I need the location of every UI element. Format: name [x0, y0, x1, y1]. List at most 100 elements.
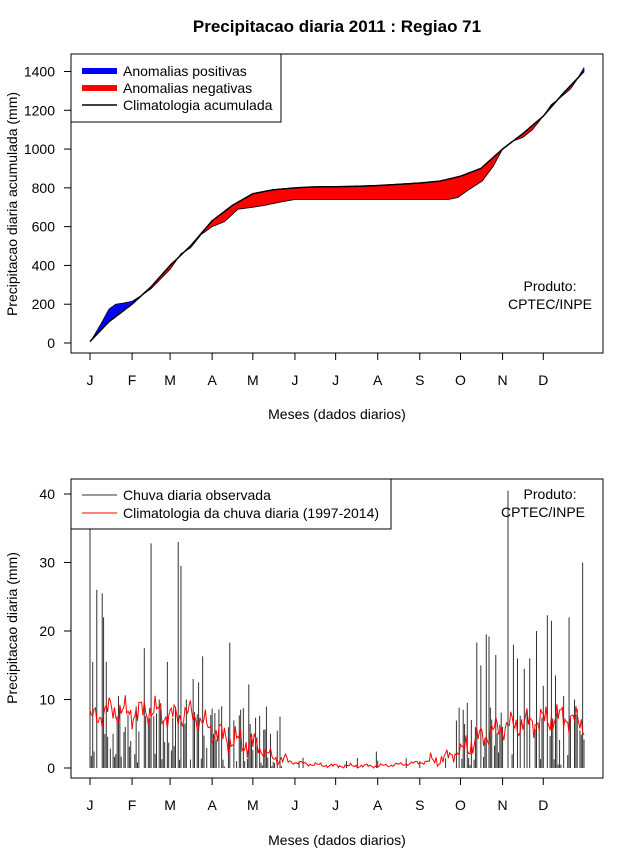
- climatology-cumulative-line: [89, 70, 585, 342]
- negative-anomaly-segment: [411, 183, 414, 200]
- negative-anomaly-segment: [456, 176, 459, 198]
- negative-anomaly-segment: [415, 183, 418, 200]
- negative-anomaly-segment: [379, 185, 381, 200]
- chart-title: Precipitacao diaria 2011 : Regiao 71: [193, 17, 481, 36]
- negative-anomaly-segment: [220, 213, 223, 224]
- negative-anomaly-segment: [251, 193, 254, 208]
- cumulative-precipitation-chart: 0 200 400 600 800 1000 1200 1400 J F M A M J J A S O N D M…: [4, 53, 604, 422]
- negative-anomaly-segment: [313, 186, 316, 200]
- negative-anomaly-segment: [301, 187, 304, 200]
- positive-anomaly-segment: [111, 306, 114, 320]
- y-tick-label: 1000: [24, 141, 55, 157]
- negative-anomaly-segment: [349, 186, 351, 200]
- negative-anomaly-segment: [452, 177, 455, 199]
- negative-anomaly-segment: [232, 204, 235, 215]
- positive-anomaly-segment: [110, 307, 113, 321]
- negative-anomaly-segment: [224, 210, 227, 222]
- x-tick-label: M: [164, 372, 176, 388]
- x-tick-label: S: [415, 797, 424, 813]
- x-tick-label: N: [498, 372, 508, 388]
- y-axis-label: Precipitacao diaria (mm): [4, 552, 20, 704]
- negative-anomaly-segment: [368, 185, 370, 200]
- negative-anomaly-segment: [278, 189, 281, 203]
- negative-anomaly-segment: [423, 182, 426, 200]
- negative-anomaly-segment: [236, 202, 239, 211]
- negative-anomaly-segment: [351, 186, 354, 200]
- negative-anomaly-segment: [282, 188, 285, 202]
- y-tick-label: 200: [32, 296, 56, 312]
- negative-anomaly-segment: [470, 172, 472, 189]
- legend-label-observed: Chuva diaria observada: [123, 487, 271, 503]
- negative-anomaly-segment: [237, 201, 240, 210]
- negative-anomaly-segment: [331, 186, 334, 200]
- product-source: CPTEC/INPE: [501, 504, 585, 520]
- negative-anomaly-segment: [370, 185, 373, 200]
- negative-anomaly-segment: [403, 183, 406, 200]
- negative-anomaly-segment: [346, 186, 349, 200]
- negative-anomaly-segment: [387, 184, 389, 200]
- negative-anomaly-segment: [290, 188, 293, 201]
- negative-anomaly-segment: [285, 188, 288, 202]
- negative-anomaly-segment: [432, 181, 434, 200]
- negative-anomaly-segment: [259, 192, 262, 207]
- negative-anomaly-segment: [273, 189, 275, 204]
- negative-anomaly-segment: [459, 176, 461, 197]
- product-label: Produto:: [524, 486, 577, 502]
- y-tick-label: 30: [39, 555, 55, 571]
- negative-anomaly-segment: [231, 205, 233, 216]
- negative-anomaly-segment: [320, 186, 323, 200]
- negative-anomaly-segment: [292, 187, 294, 200]
- negative-anomaly-segment: [269, 190, 271, 205]
- negative-anomaly-segment: [364, 185, 366, 200]
- negative-anomaly-segment: [335, 186, 338, 200]
- negative-anomaly-segment: [440, 180, 442, 200]
- negative-anomaly-segment: [247, 196, 250, 208]
- negative-anomaly-segment: [218, 214, 221, 224]
- negative-anomaly-segment: [248, 195, 251, 208]
- negative-anomaly-segment: [464, 174, 467, 193]
- x-tick-label: M: [247, 797, 259, 813]
- negative-anomaly-segment: [239, 200, 242, 210]
- climatology-daily-line: [89, 695, 585, 769]
- y-tick-label: 40: [39, 486, 55, 502]
- y-tick-label: 0: [47, 335, 55, 351]
- legend-label-climatology: Climatologia acumulada: [123, 97, 273, 113]
- x-tick-label: O: [455, 372, 466, 388]
- negative-anomaly-segment: [419, 182, 422, 200]
- x-tick-label: J: [291, 797, 298, 813]
- product-source: CPTEC/INPE: [508, 296, 592, 312]
- negative-anomaly-segment: [322, 186, 324, 200]
- negative-anomaly-segment: [353, 186, 356, 200]
- x-tick-label: O: [455, 797, 466, 813]
- negative-anomaly-segment: [391, 184, 394, 200]
- positive-anomaly-segment: [119, 303, 122, 314]
- negative-anomaly-segment: [385, 184, 388, 200]
- x-tick-label: F: [128, 797, 137, 813]
- negative-anomaly-segment: [235, 202, 237, 212]
- positive-anomaly-segment: [107, 309, 110, 324]
- negative-anomaly-segment: [429, 181, 432, 200]
- negative-anomaly-segment: [252, 193, 255, 208]
- x-tick-label: N: [498, 797, 508, 813]
- legend-label-positive: Anomalias positivas: [123, 63, 247, 79]
- positive-anomaly-segment: [104, 314, 107, 326]
- negative-anomaly-segment: [389, 184, 392, 200]
- negative-anomaly-segment: [312, 186, 315, 200]
- negative-anomaly-segment: [373, 185, 376, 200]
- negative-anomaly-segment: [479, 168, 482, 183]
- negative-anomaly-segment: [227, 208, 229, 220]
- negative-anomaly-segment: [404, 183, 407, 200]
- negative-anomaly-segment: [436, 181, 438, 200]
- negative-anomaly-segment: [343, 186, 346, 200]
- negative-anomaly-segment: [316, 186, 319, 200]
- negative-anomaly-segment: [426, 182, 429, 200]
- negative-anomaly-segment: [446, 179, 449, 200]
- negative-anomaly-segment: [427, 182, 430, 200]
- y-axis: 0 200 400 600 800 1000 1200 1400: [24, 64, 72, 351]
- negative-anomaly-segment: [261, 191, 263, 206]
- observed-daily-bars: [89, 490, 585, 768]
- negative-anomaly-segment: [308, 187, 311, 200]
- negative-anomaly-segment: [478, 168, 480, 184]
- negative-anomaly-segment: [280, 189, 282, 203]
